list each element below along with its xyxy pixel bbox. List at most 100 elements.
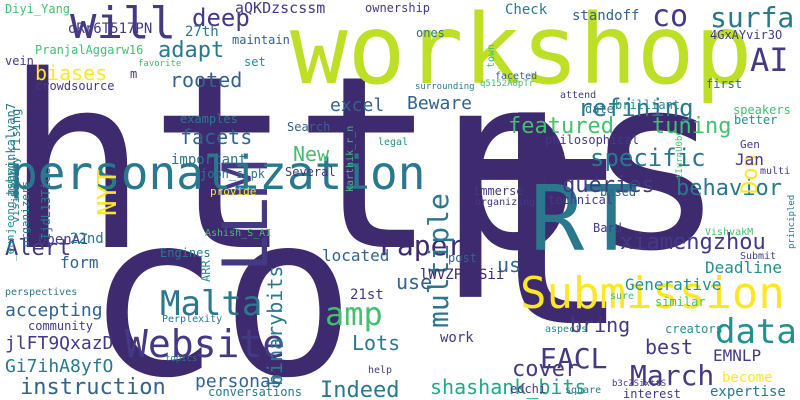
cloud-word: brilliant — [615, 98, 681, 112]
cloud-word: facets — [180, 125, 253, 149]
cloud-word: post — [448, 251, 477, 265]
cloud-word: vein — [5, 54, 34, 68]
cloud-word: 22nd — [70, 231, 104, 247]
cloud-word: principled — [787, 194, 797, 249]
cloud-word: lWVZPDWSii — [420, 267, 505, 283]
cloud-word: shashank_bits — [430, 375, 587, 399]
cloud-word: similar — [655, 295, 706, 309]
cloud-word: VishvakM — [705, 227, 754, 238]
cloud-word: interest — [623, 387, 681, 400]
cloud-word: Gi7ihA8yfO — [5, 356, 114, 377]
cloud-word: Bard — [593, 221, 622, 235]
cloud-word: first — [706, 77, 743, 91]
cloud-word: 27th — [185, 24, 219, 40]
cloud-word: speakers — [733, 103, 791, 117]
cloud-word: favorite — [138, 59, 182, 69]
cloud-word: https — [4, 24, 727, 304]
cloud-word: immerse — [473, 184, 524, 198]
cloud-word: important — [171, 152, 247, 168]
cloud-word: become — [722, 370, 773, 386]
cloud-word: organizing — [475, 197, 536, 208]
cloud-word: perspectives — [5, 287, 78, 298]
cloud-word: personas — [195, 371, 282, 392]
cloud-word: Indeed — [320, 378, 400, 400]
cloud-word: community — [28, 319, 94, 333]
cloud-word: RT — [530, 167, 639, 272]
cloud-word: New — [293, 142, 330, 166]
cloud-word: refining — [578, 94, 694, 122]
cloud-word: better — [734, 113, 778, 127]
cloud-word: cover — [512, 357, 579, 382]
cloud-word: IjdL13Ti8e — [39, 167, 53, 240]
cloud-word: b3cZSixttS — [612, 379, 667, 389]
cloud-word: joon_s_pk — [200, 167, 266, 181]
cloud-word: Submission — [520, 268, 785, 319]
cloud-word: Jan — [735, 150, 764, 169]
cloud-word: Alert — [5, 236, 72, 261]
cloud-word: biases — [35, 61, 108, 85]
cloud-word: maintain — [232, 33, 290, 47]
cloud-word: 21st — [350, 287, 384, 303]
cloud-word: help — [368, 365, 393, 376]
cloud-word: karthik_r_n — [345, 125, 356, 192]
cloud-word: excel — [330, 95, 385, 116]
cloud-word: Paper — [380, 229, 465, 262]
cloud-word: creators — [665, 322, 723, 336]
cloud-word: jlFT9QxazD — [5, 333, 114, 354]
cloud-word: Check — [505, 2, 548, 18]
cloud-word: us — [497, 253, 522, 277]
cloud-word: personalization — [10, 146, 426, 200]
cloud-word: Website — [125, 322, 286, 366]
cloud-word: tuning — [652, 114, 732, 139]
cloud-word: rooted — [170, 68, 243, 92]
cloud-word: ownership — [365, 1, 431, 15]
cloud-word: examples — [180, 112, 238, 126]
cloud-word: faceted — [495, 71, 538, 82]
cloud-word: deep — [192, 4, 250, 32]
cloud-word: surfa — [710, 1, 795, 34]
cloud-word: aQKDzscssm — [235, 0, 326, 17]
cloud-word: date — [585, 102, 614, 116]
cloud-word: adapt — [158, 38, 225, 63]
cloud-word: standoff — [572, 8, 640, 24]
cloud-word: bring — [570, 313, 631, 337]
cloud-word: tIurnU0bC — [675, 130, 685, 179]
cloud-word: Search — [287, 120, 331, 134]
cloud-word: PranjalAggarw16 — [35, 43, 144, 57]
cloud-word: will — [70, 0, 176, 49]
cloud-word: organizers — [19, 180, 32, 247]
cloud-word: q5152A8pTr — [480, 79, 535, 89]
cloud-word: conversations — [208, 385, 302, 399]
cloud-word: specific — [590, 144, 706, 172]
cloud-word: instruction — [20, 375, 166, 400]
cloud-word: accepting — [5, 300, 103, 321]
cloud-word: oRr6T517PN — [68, 21, 153, 37]
cloud-word: aspects — [545, 324, 588, 335]
cloud-word: amp — [325, 295, 383, 333]
cloud-word: workshop — [290, 0, 753, 106]
cloud-word: EACL — [540, 342, 608, 375]
cloud-word: NYT — [93, 169, 123, 216]
cloud-word: Beware — [407, 93, 473, 114]
cloud-word: Engines — [160, 246, 211, 260]
cloud-word: ARR — [199, 260, 213, 282]
cloud-word: co — [652, 0, 689, 34]
cloud-word: Generative — [625, 275, 722, 294]
cloud-word: surrounding — [415, 82, 475, 92]
cloud-word: town — [486, 43, 497, 68]
cloud-word: sure — [610, 291, 635, 302]
cloud-word: binarybits — [263, 265, 287, 386]
cloud-word: 4GxAYvir3O — [710, 28, 783, 42]
cloud-word: Deadline — [705, 258, 783, 277]
cloud-word: Gen — [740, 138, 760, 151]
cloud-word: expertise — [710, 384, 786, 400]
cloud-word: technical — [548, 193, 614, 207]
cloud-word: best — [645, 335, 694, 359]
cloud-word: form — [60, 253, 99, 272]
cloud-word: attend — [560, 90, 597, 101]
cloud-word: EMNLP — [713, 346, 762, 365]
cloud-word: work — [440, 330, 474, 346]
cloud-word: ones — [416, 26, 445, 40]
cloud-word: based — [600, 185, 637, 199]
cloud-word: AI — [750, 41, 789, 79]
